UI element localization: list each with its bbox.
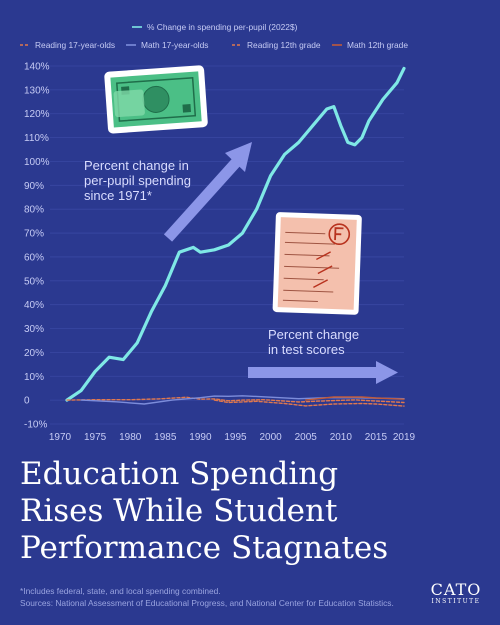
scores-annotation: Percent change in test scores (268, 327, 359, 357)
spending-arrow (163, 142, 252, 242)
title-line-3: Performance Stagnates (20, 530, 389, 566)
graded-test-paper-icon (272, 212, 362, 315)
scores-annotation-line-1: Percent change (268, 327, 360, 342)
x-tick-label: 1985 (154, 432, 177, 443)
y-tick-label: 80% (24, 205, 44, 216)
series-line-4 (213, 399, 405, 407)
x-tick-label: 1975 (84, 432, 107, 443)
y-tick-label: 90% (24, 181, 44, 192)
y-tick-label: 10% (24, 372, 44, 383)
y-tick-label: 60% (24, 252, 44, 263)
legend-label: Reading 12th grade (247, 40, 321, 50)
chart: 140% 130% 120% 110% 100% 90% 80% 70% 60% 50% 40% 30… (20, 22, 416, 443)
cato-logo: CATO INSTITUTE (428, 581, 484, 609)
footnote-line-2: Sources: National Assessment of Educatio… (20, 598, 394, 608)
series-line-2 (66, 396, 405, 404)
logo-wordmark: CATO (430, 580, 482, 599)
title-line-1: Education Spending (20, 456, 339, 492)
legend-label: Reading 17-year-olds (35, 40, 115, 50)
title-line-2: Rises While Student (20, 493, 338, 529)
series-line-5 (305, 396, 405, 401)
series-line-1 (65, 66, 406, 402)
legend-label: % Change in spending per-pupil (2022$) (147, 22, 298, 32)
spending-annotation-line-3: since 1971* (84, 188, 152, 203)
scores-arrow (248, 361, 398, 384)
y-tick-label: 50% (24, 276, 44, 287)
legend-label: Math 17-year-olds (141, 40, 209, 50)
footnote-line-1: *Includes federal, state, and local spen… (20, 586, 221, 596)
y-tick-label: 0 (24, 396, 30, 407)
spending-annotation: Percent change in per-pupil spending sin… (84, 158, 191, 203)
footnote: *Includes federal, state, and local spen… (20, 585, 394, 609)
scores-annotation-line-2: in test scores (268, 342, 345, 357)
dollar-bills-icon (104, 65, 208, 134)
x-tick-label: 1995 (224, 432, 247, 443)
x-tick-label: 2019 (393, 432, 416, 443)
y-tick-label: 40% (24, 300, 44, 311)
x-tick-label: 2010 (330, 432, 353, 443)
x-tick-label: 1970 (49, 432, 72, 443)
spending-annotation-line-1: Percent change in (84, 158, 189, 173)
x-tick-label: 2000 (259, 432, 282, 443)
y-tick-label: 100% (24, 157, 50, 168)
y-tick-label: 30% (24, 324, 44, 335)
spending-annotation-line-2: per-pupil spending (84, 173, 191, 188)
y-tick-label: 140% (24, 62, 50, 73)
y-tick-label: 20% (24, 348, 44, 359)
x-tick-label: 1990 (189, 432, 212, 443)
x-tick-label: 2015 (365, 432, 388, 443)
y-tick-label: 130% (24, 85, 50, 96)
y-tick-label: 70% (24, 229, 44, 240)
y-tick-label: 110% (24, 133, 49, 144)
logo-subtitle: INSTITUTE (431, 598, 481, 605)
x-axis: 1970 1975 1980 1985 1990 1995 2000 2005 2010 2015… (49, 432, 416, 443)
legend: % Change in spending per-pupil (2022$) Re… (20, 22, 408, 50)
y-tick-label: 120% (24, 109, 50, 120)
y-tick-label: -10% (24, 420, 47, 431)
x-tick-label: 1980 (119, 432, 142, 443)
y-axis: 140% 130% 120% 110% 100% 90% 80% 70% 60% 50% 40% 30… (24, 62, 50, 431)
series-lines (65, 66, 406, 407)
x-tick-label: 2005 (295, 432, 318, 443)
page-title: Education Spending Rises While Student P… (20, 456, 490, 567)
legend-label: Math 12th grade (347, 40, 408, 50)
